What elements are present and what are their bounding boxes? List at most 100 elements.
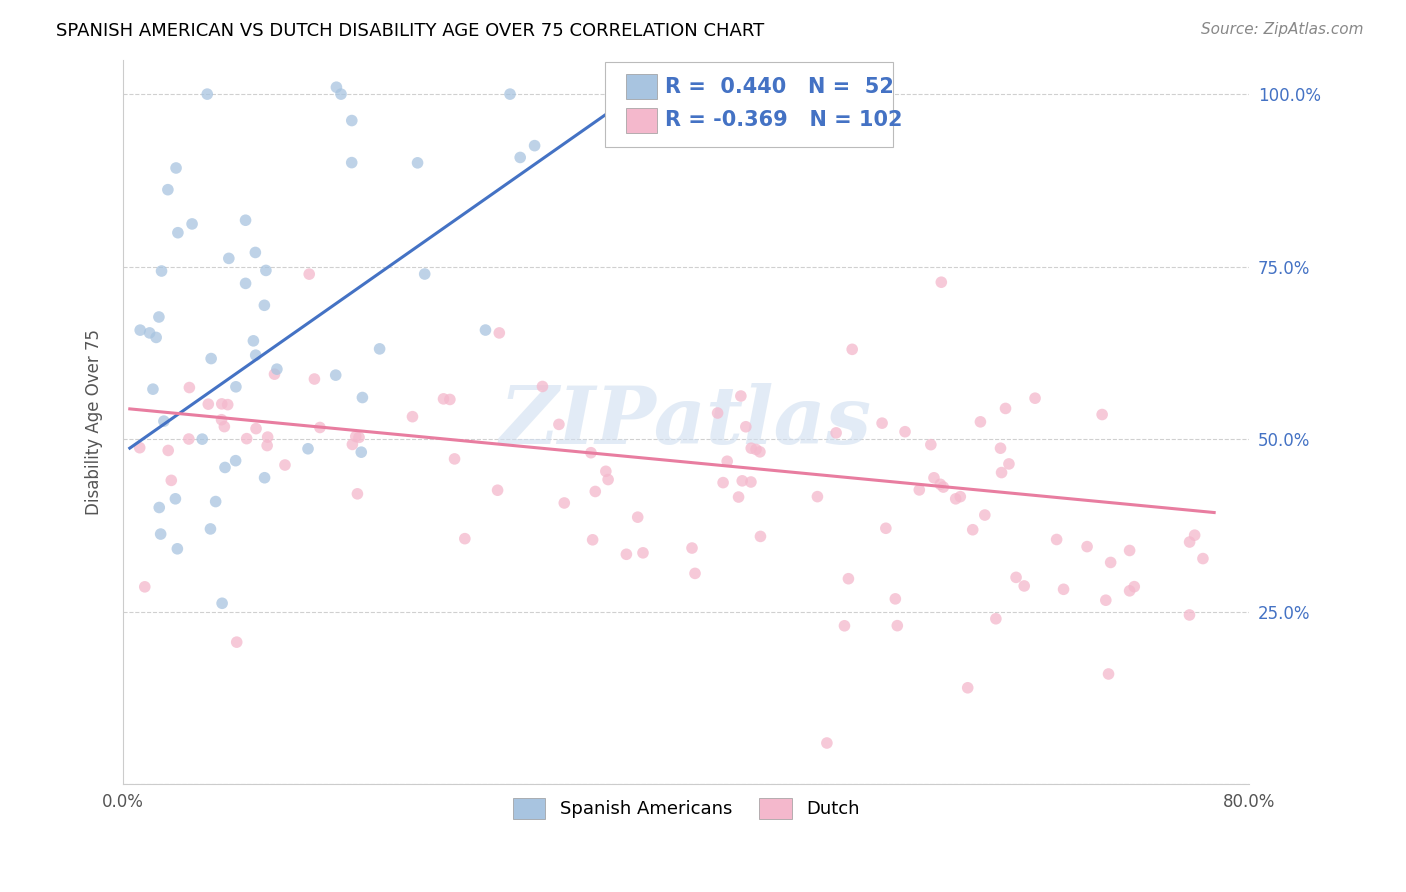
Point (330, 87, 353, 102)
Point (167, 226, 190, 240)
Point (740, 441, 762, 455)
Point (195, 87, 218, 102)
Point (716, 454, 738, 468)
Point (922, 471, 945, 485)
Point (340, 113, 363, 128)
Point (200, 522, 222, 536)
Point (990, 466, 1012, 480)
Point (731, 474, 754, 488)
Point (1118, 543, 1140, 558)
Point (266, 362, 288, 376)
Point (531, 379, 554, 393)
Point (815, 736, 838, 750)
Point (350, 445, 373, 459)
Point (325, 80, 347, 95)
Point (1097, 667, 1119, 681)
Point (605, 80, 627, 95)
Point (1052, 582, 1074, 597)
Point (304, 372, 326, 386)
Point (342, 437, 364, 451)
Point (1076, 540, 1098, 554)
Point (631, 546, 654, 560)
Point (973, 508, 995, 522)
Point (499, 87, 522, 102)
Point (929, 477, 952, 491)
Point (439, 392, 461, 407)
Point (145, 330, 167, 344)
Point (225, 380, 247, 394)
Point (218, 252, 240, 266)
Point (413, 267, 436, 281)
Point (256, 430, 278, 444)
Point (129, 323, 152, 337)
Point (214, 460, 236, 475)
Text: SPANISH AMERICAN VS DUTCH DISABILITY AGE OVER 75 CORRELATION CHART: SPANISH AMERICAN VS DUTCH DISABILITY AGE… (56, 22, 765, 40)
Point (1094, 593, 1116, 607)
Point (235, 432, 257, 446)
Text: ZIPatlas: ZIPatlas (501, 384, 872, 461)
Point (730, 389, 752, 403)
Point (149, 527, 172, 541)
Point (932, 480, 955, 494)
Point (984, 612, 1007, 626)
Point (181, 217, 204, 231)
Point (748, 445, 770, 459)
Point (548, 417, 571, 432)
Point (886, 618, 908, 632)
Text: R = -0.369   N = 102: R = -0.369 N = 102 (665, 111, 903, 130)
Point (235, 277, 257, 291)
Point (579, 446, 602, 460)
Point (894, 425, 917, 439)
Point (1178, 535, 1201, 549)
Point (1091, 408, 1114, 422)
Point (1123, 580, 1146, 594)
Point (344, 429, 367, 443)
Point (211, 397, 233, 411)
Point (806, 490, 828, 504)
Point (929, 275, 952, 289)
Point (870, 416, 893, 430)
Point (191, 432, 214, 446)
Point (956, 681, 979, 695)
Text: Source: ZipAtlas.com: Source: ZipAtlas.com (1201, 22, 1364, 37)
Point (204, 494, 226, 508)
Point (297, 442, 319, 456)
Point (177, 432, 200, 446)
Point (274, 458, 297, 472)
Point (998, 457, 1021, 471)
Point (242, 334, 264, 348)
Y-axis label: Disability Age Over 75: Disability Age Over 75 (86, 329, 103, 515)
Point (486, 483, 509, 498)
Point (352, 391, 374, 405)
Point (1178, 607, 1201, 622)
Point (884, 591, 907, 606)
Point (734, 419, 756, 434)
Point (841, 343, 863, 357)
Point (834, 619, 856, 633)
Point (488, 326, 510, 340)
Point (211, 413, 233, 427)
Point (253, 471, 276, 485)
Point (157, 443, 180, 458)
Legend: Spanish Americans, Dutch: Spanish Americans, Dutch (505, 791, 866, 826)
Point (253, 298, 276, 312)
Point (225, 453, 247, 467)
Point (263, 367, 285, 381)
Point (1005, 570, 1028, 584)
Point (582, 533, 605, 547)
Point (749, 529, 772, 543)
Point (1099, 556, 1122, 570)
Point (1024, 391, 1046, 405)
Point (148, 500, 170, 515)
Point (197, 397, 219, 411)
Point (1046, 533, 1069, 547)
Point (325, 368, 347, 383)
Point (346, 487, 368, 501)
Text: R =  0.440   N =  52: R = 0.440 N = 52 (665, 77, 894, 96)
Point (740, 475, 762, 489)
Point (523, 138, 546, 153)
Point (745, 442, 768, 457)
Point (612, 87, 634, 102)
Point (401, 409, 423, 424)
Point (616, 547, 638, 561)
